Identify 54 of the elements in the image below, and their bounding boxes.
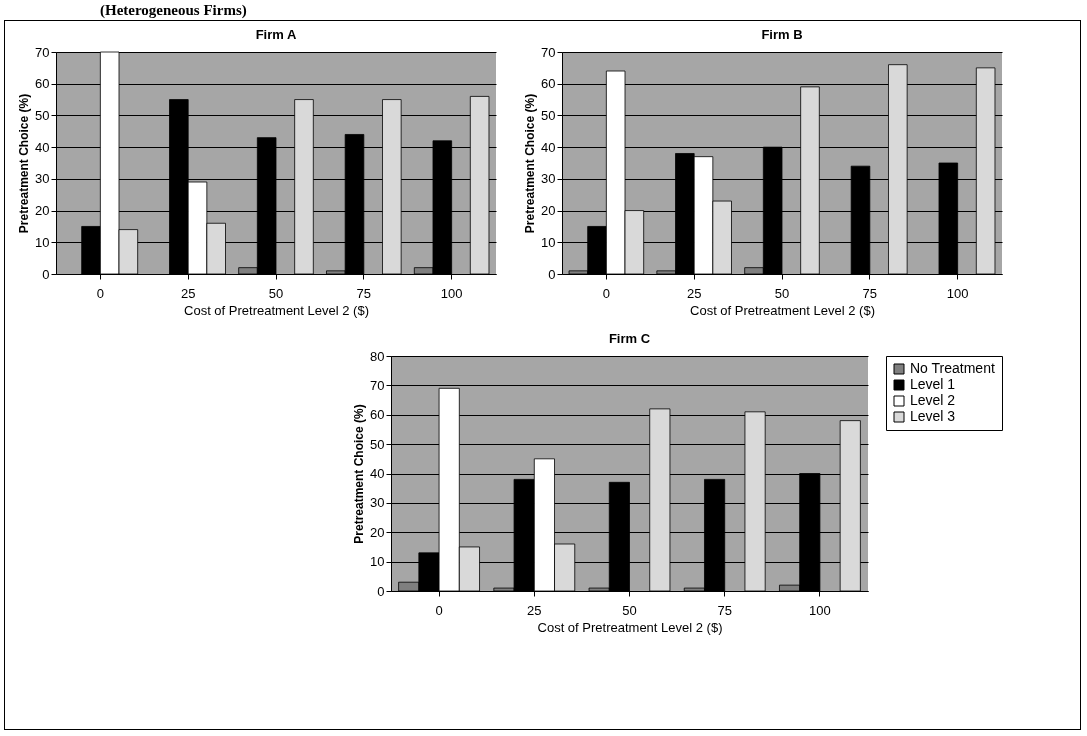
x-tick-label: 0 (96, 285, 104, 301)
chart-title: Firm B (761, 27, 803, 42)
y-tick-label: 50 (541, 107, 556, 123)
legend-label: No Treatment (910, 360, 995, 376)
y-tick-label: 10 (370, 554, 385, 570)
y-tick-label: 50 (370, 436, 385, 452)
x-axis-title: Cost of Pretreatment Level 2 ($) (690, 302, 875, 318)
y-tick-label: 10 (541, 234, 556, 250)
x-tick-label: 100 (946, 285, 969, 301)
y-tick-label: 30 (35, 171, 50, 187)
x-tick-label: 50 (774, 285, 790, 301)
x-tick-label: 0 (602, 285, 610, 301)
x-axis-title: Cost of Pretreatment Level 2 ($) (184, 302, 369, 318)
y-tick-label: 10 (35, 234, 50, 250)
x-tick-label: 25 (686, 285, 702, 301)
y-axis-title: Pretreatment Choice (%) (523, 93, 538, 234)
y-tick-label: 30 (370, 495, 385, 511)
y-tick-label: 80 (370, 348, 385, 364)
y-tick-label: 60 (35, 76, 50, 92)
y-tick-label: 20 (35, 203, 50, 219)
y-axis-title: Pretreatment Choice (%) (17, 93, 32, 234)
y-tick-label: 20 (541, 203, 556, 219)
chart-title: Firm C (608, 331, 651, 346)
text: (Heterogeneous Firms) (99, 1, 248, 20)
y-tick-label: 40 (541, 139, 556, 155)
x-axis-title: Cost of Pretreatment Level 2 ($) (537, 619, 723, 635)
x-tick-label: 100 (809, 602, 831, 618)
legend-label: Level 3 (910, 408, 956, 424)
y-tick-label: 0 (377, 583, 385, 599)
x-tick-label: 75 (356, 285, 372, 301)
y-tick-label: 60 (370, 407, 385, 423)
y-tick-label: 30 (541, 171, 556, 187)
x-tick-label: 75 (717, 602, 732, 618)
x-tick-label: 25 (527, 602, 542, 618)
y-tick-label: 0 (42, 266, 50, 282)
legend-label: Level 1 (910, 376, 956, 392)
y-tick-label: 20 (370, 524, 385, 540)
y-tick-label: 0 (548, 266, 556, 282)
x-tick-label: 25 (180, 285, 196, 301)
y-tick-label: 40 (35, 139, 50, 155)
y-tick-label: 70 (370, 377, 385, 393)
x-tick-label: 0 (435, 602, 443, 618)
y-axis-title: Pretreatment Choice (%) (352, 404, 367, 544)
y-tick-label: 70 (35, 44, 50, 60)
y-tick-label: 50 (35, 107, 50, 123)
x-tick-label: 50 (268, 285, 284, 301)
y-tick-label: 60 (541, 76, 556, 92)
x-tick-label: 75 (862, 285, 878, 301)
y-tick-label: 40 (370, 466, 385, 481)
legend-label: Level 2 (910, 392, 956, 408)
chart-title: Firm A (255, 27, 297, 42)
x-tick-label: 100 (440, 285, 463, 301)
x-tick-label: 50 (622, 602, 637, 618)
y-tick-label: 70 (541, 44, 556, 60)
